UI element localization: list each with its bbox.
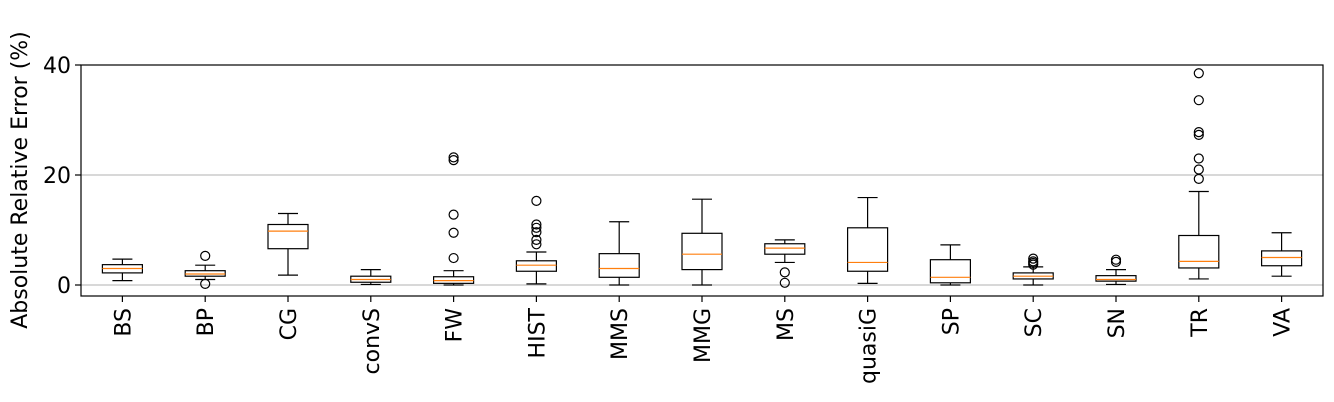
outlier-point [1193, 68, 1204, 79]
x-tick-label: HIST [525, 307, 550, 358]
iqr-box [846, 227, 889, 272]
x-tick-label: MMS [608, 308, 633, 360]
iqr-box [681, 232, 723, 271]
box-TR [1178, 68, 1220, 280]
grid-lines [81, 64, 1323, 286]
x-axis: BS BP CG convS FW HIST MMS MMG MS quasiG SP SC SN TR V… [111, 296, 1296, 384]
box-VA [1260, 232, 1303, 277]
x-tick-label: convS [360, 308, 385, 374]
outlier-point [448, 152, 459, 163]
outlier-point [1028, 259, 1039, 270]
outlier-point [779, 277, 790, 288]
iqr-box [515, 260, 558, 272]
box-MMS [598, 221, 640, 286]
x-tick-label: BP [194, 308, 219, 336]
box-BP [184, 250, 226, 289]
iqr-box [1178, 234, 1220, 269]
outlier-point [531, 222, 542, 233]
outlier-point [531, 239, 542, 250]
iqr-box [1260, 250, 1303, 267]
plot-frame [80, 64, 1324, 297]
y-axis-label: Absolute Relative Error (%) [8, 31, 33, 329]
box-HIST [515, 195, 558, 285]
outlier-point [1193, 95, 1204, 106]
box-series [101, 68, 1303, 289]
x-tick-label: MS [774, 308, 799, 341]
iqr-box [764, 243, 806, 255]
outlier-point [1028, 253, 1039, 264]
box-MMG [681, 198, 723, 286]
box-MS [764, 239, 806, 288]
outlier-point [448, 209, 459, 220]
outlier-point [1110, 254, 1122, 265]
box-convS [350, 269, 392, 286]
outlier-point [1193, 164, 1204, 175]
x-tick-label: FW [443, 308, 468, 343]
y-tick-label: 20 [43, 164, 71, 189]
iqr-box [267, 223, 309, 250]
box-SP [929, 244, 972, 286]
iqr-box [598, 253, 640, 278]
outlier-point [448, 227, 459, 238]
y-tick-label: 40 [43, 54, 71, 79]
outlier-point [200, 250, 211, 261]
x-tick-label: SC [1022, 308, 1047, 337]
x-tick-label: CG [277, 308, 302, 340]
outlier-point [1110, 256, 1122, 267]
x-tick-label: SP [939, 308, 964, 335]
x-tick-label: VA [1271, 308, 1296, 337]
box-BS [101, 258, 144, 282]
outlier-point [531, 219, 542, 230]
x-tick-label: MMG [691, 308, 716, 363]
outlier-point [779, 267, 790, 278]
outlier-point [1193, 127, 1204, 138]
box-SC [1012, 253, 1054, 286]
x-tick-label: BS [111, 308, 136, 337]
box-CG [267, 212, 309, 276]
box-FW [433, 152, 475, 286]
x-tick-label: TR [1188, 308, 1213, 338]
y-axis: 0 20 40 [43, 54, 81, 299]
outlier-point [448, 252, 459, 264]
outlier-point [531, 195, 542, 206]
outlier-point [531, 234, 542, 245]
outlier-point [448, 155, 459, 166]
outlier-point [1193, 153, 1204, 164]
x-tick-label: quasiG [857, 308, 882, 384]
x-tick-label: SN [1105, 308, 1130, 338]
iqr-box [929, 259, 972, 284]
outlier-point [1193, 173, 1204, 184]
outlier-point [531, 227, 542, 238]
iqr-box [1095, 275, 1137, 282]
outlier-point [1193, 129, 1204, 140]
box-SN [1095, 254, 1137, 286]
y-tick-label: 0 [57, 274, 71, 299]
outlier-point [200, 278, 211, 289]
box-quasiG [846, 196, 889, 284]
